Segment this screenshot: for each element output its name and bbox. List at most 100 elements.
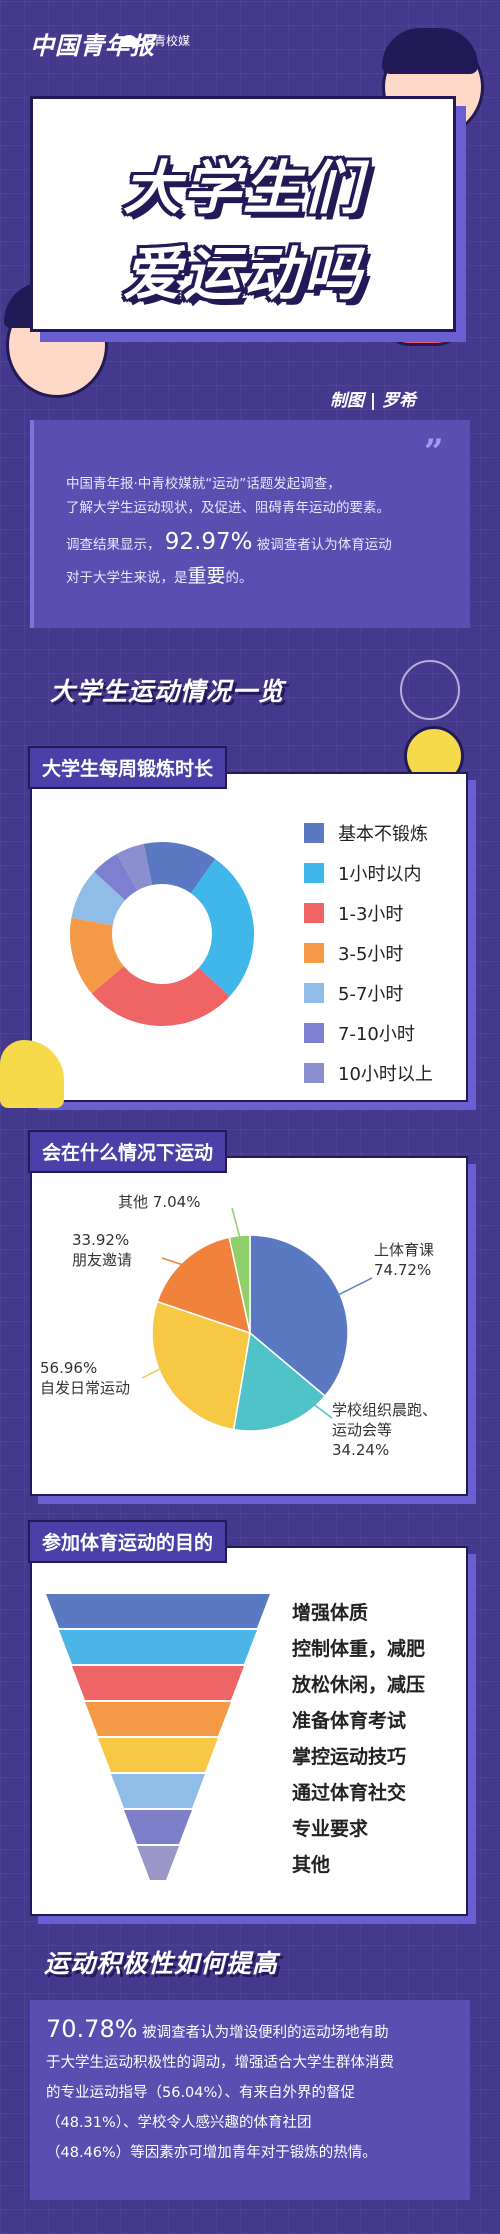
funnel-label: 增强体质 [292, 1602, 369, 1624]
weekly-exercise-title: 大学生每周锻炼时长 [28, 746, 228, 789]
school-name-2: 运动会等 [332, 1421, 393, 1439]
friends-value: 33.92% [72, 1231, 130, 1249]
conclusion-line-1: 70.78% 被调查者认为增设便利的运动场地有助 [46, 2014, 456, 2048]
friends-label: 33.92% 朋友邀请 [72, 1230, 132, 1270]
legend-item: 7-10小时 [304, 1020, 415, 1046]
pie-leader-line [331, 1277, 373, 1299]
legend-item: 1小时以内 [304, 860, 421, 886]
title-card: 大学生们 爱运动吗 [30, 96, 456, 332]
pie-slice-2 [151, 1300, 251, 1431]
legend-swatch [304, 983, 324, 1003]
intro-line-4-b: 的。 [225, 570, 253, 586]
donut-slice-3 [70, 917, 124, 994]
girl-hair-icon [382, 28, 478, 74]
pie-slice-3 [156, 1236, 252, 1335]
donut-slice-0 [143, 842, 216, 894]
pie-leader-line [141, 1362, 173, 1379]
funnel-segment-4 [98, 1738, 218, 1772]
intro-line-1: 中国青年报·中青校媒就“运动”话题发起调查， [66, 476, 341, 492]
conclusion-line-2: 于大学生运动积极性的调动，增强适合大学生群体消费 [46, 2055, 394, 2071]
legend-item: 5-7小时 [304, 980, 403, 1006]
legend-swatch [304, 823, 324, 843]
funnel-label: 其他 [292, 1854, 331, 1876]
donut-slice-4 [71, 871, 126, 926]
legend-item: 1-3小时 [304, 900, 403, 926]
campus-media-label: 中青校媒 [142, 34, 191, 48]
funnel-segment-3 [85, 1702, 231, 1736]
legend-label: 1小时以内 [338, 864, 422, 885]
weekly-exercise-card: 大学生每周锻炼时长 基本不锻炼 1小时以内 1-3小时 3-5小时 5-7小时 7-10小… [28, 746, 468, 1102]
funnel-segment-7 [137, 1846, 179, 1880]
funnel-label: 掌控运动技巧 [292, 1746, 407, 1768]
quote-icon: ” [424, 432, 444, 472]
daily-value: 56.96% [40, 1359, 98, 1377]
title-line-2: 爱运动吗 [122, 240, 363, 308]
legend-item: 3-5小时 [304, 940, 403, 966]
title-line-1: 大学生们 [122, 154, 363, 222]
purpose-funnel-chart [46, 1594, 270, 1880]
legend-label: 3-5小时 [338, 944, 404, 965]
conclusion-line-5: （48.46%）等因素亦可增加青年对于锻炼的热情。 [46, 2145, 377, 2161]
pie-leader-line [311, 1402, 333, 1419]
intro-line-4: 对于大学生来说，是重要的。 [66, 564, 253, 590]
legend-swatch [304, 1063, 324, 1083]
legend-swatch [304, 1023, 324, 1043]
funnel-segment-6 [124, 1810, 192, 1844]
donut-slice-6 [116, 843, 153, 891]
pie-leader-line [231, 1207, 241, 1239]
funnel-label: 放松休闲，减压 [292, 1674, 426, 1696]
purpose-title: 参加体育运动的目的 [28, 1520, 228, 1563]
other-label: 其他 7.04% [118, 1192, 200, 1212]
legend-item: 10小时以上 [304, 1060, 433, 1086]
section-title-motivation: 运动积极性如何提高 [44, 1949, 279, 1978]
friends-name: 朋友邀请 [72, 1251, 133, 1269]
funnel-segment-0 [46, 1594, 270, 1628]
legend-swatch [304, 903, 324, 923]
deco-circle-2 [400, 660, 460, 720]
legend-swatch [304, 943, 324, 963]
intro-line-2: 了解大学生运动现状，及促进、阻碍青年运动的要素。 [66, 500, 390, 516]
legend-label: 7-10小时 [338, 1024, 415, 1045]
situation-card: 会在什么情况下运动 其他 7.04% 33.92% 朋友邀请 56.96% 自发… [28, 1130, 468, 1496]
donut-slice-5 [94, 853, 138, 901]
conclusion-box: 70.78% 被调查者认为增设便利的运动场地有助 于大学生运动积极性的调动，增强… [30, 2000, 470, 2200]
pe-class-value: 74.72% [374, 1261, 432, 1279]
conclusion-line-3: 的专业运动指导（56.04%）、有来自外界的督促 [46, 2085, 356, 2101]
donut-slice-1 [190, 858, 254, 997]
section-title-overview: 大学生运动情况一览 [50, 677, 285, 706]
legend-label: 10小时以上 [338, 1064, 433, 1085]
funnel-label: 专业要求 [292, 1818, 369, 1840]
intro-line-3-b: 被调查者认为体育运动 [256, 537, 392, 553]
legend-label: 基本不锻炼 [338, 824, 428, 845]
funnel-segment-5 [111, 1774, 205, 1808]
pie-leader-line [161, 1257, 193, 1269]
credit-text: 制图 | 罗希 [330, 391, 417, 411]
legend-item: 基本不锻炼 [304, 820, 428, 846]
pie-slice-1 [232, 1331, 327, 1432]
conclusion-line-1-text: 被调查者认为增设便利的运动场地有助 [142, 2025, 389, 2041]
school-value: 34.24% [332, 1441, 390, 1459]
weekly-exercise-donut [70, 842, 254, 1026]
conclusion-percent: 70.78% [46, 2015, 138, 2043]
donut-slice-2 [91, 966, 230, 1026]
daily-label: 56.96% 自发日常运动 [40, 1358, 130, 1398]
media-logo-icon [120, 34, 138, 47]
school-label: 学校组织晨跑、 运动会等 34.24% [332, 1400, 437, 1460]
funnel-label: 准备体育考试 [292, 1710, 407, 1732]
intro-emphasis: 重要 [187, 565, 226, 587]
daily-name: 自发日常运动 [40, 1379, 131, 1397]
situation-title: 会在什么情况下运动 [28, 1130, 228, 1173]
campus-media-logo: 中青校媒 [120, 32, 190, 49]
funnel-label: 控制体重，减肥 [292, 1638, 426, 1660]
purpose-card: 参加体育运动的目的 增强体质控制体重，减肥 放松休闲，减压 准备体育考试 掌控运动技巧… [28, 1520, 468, 1916]
conclusion-line-4: （48.31%）、学校令人感兴趣的体育社团 [46, 2115, 312, 2131]
legend-label: 5-7小时 [338, 984, 404, 1005]
intro-line-4-a: 对于大学生来说，是 [66, 570, 188, 586]
pie-slice-0 [249, 1234, 349, 1398]
other-name: 其他 [118, 1193, 149, 1211]
funnel-label: 通过体育社交 [292, 1782, 407, 1804]
intro-box: 中国青年报·中青校媒就“运动”话题发起调查， 了解大学生运动现状，及促进、阻碍青… [30, 420, 470, 628]
pe-class-label: 上体育课 74.72% [374, 1240, 434, 1280]
intro-line-3: 调查结果显示， 92.97% 被调查者认为体育运动 [66, 530, 392, 557]
